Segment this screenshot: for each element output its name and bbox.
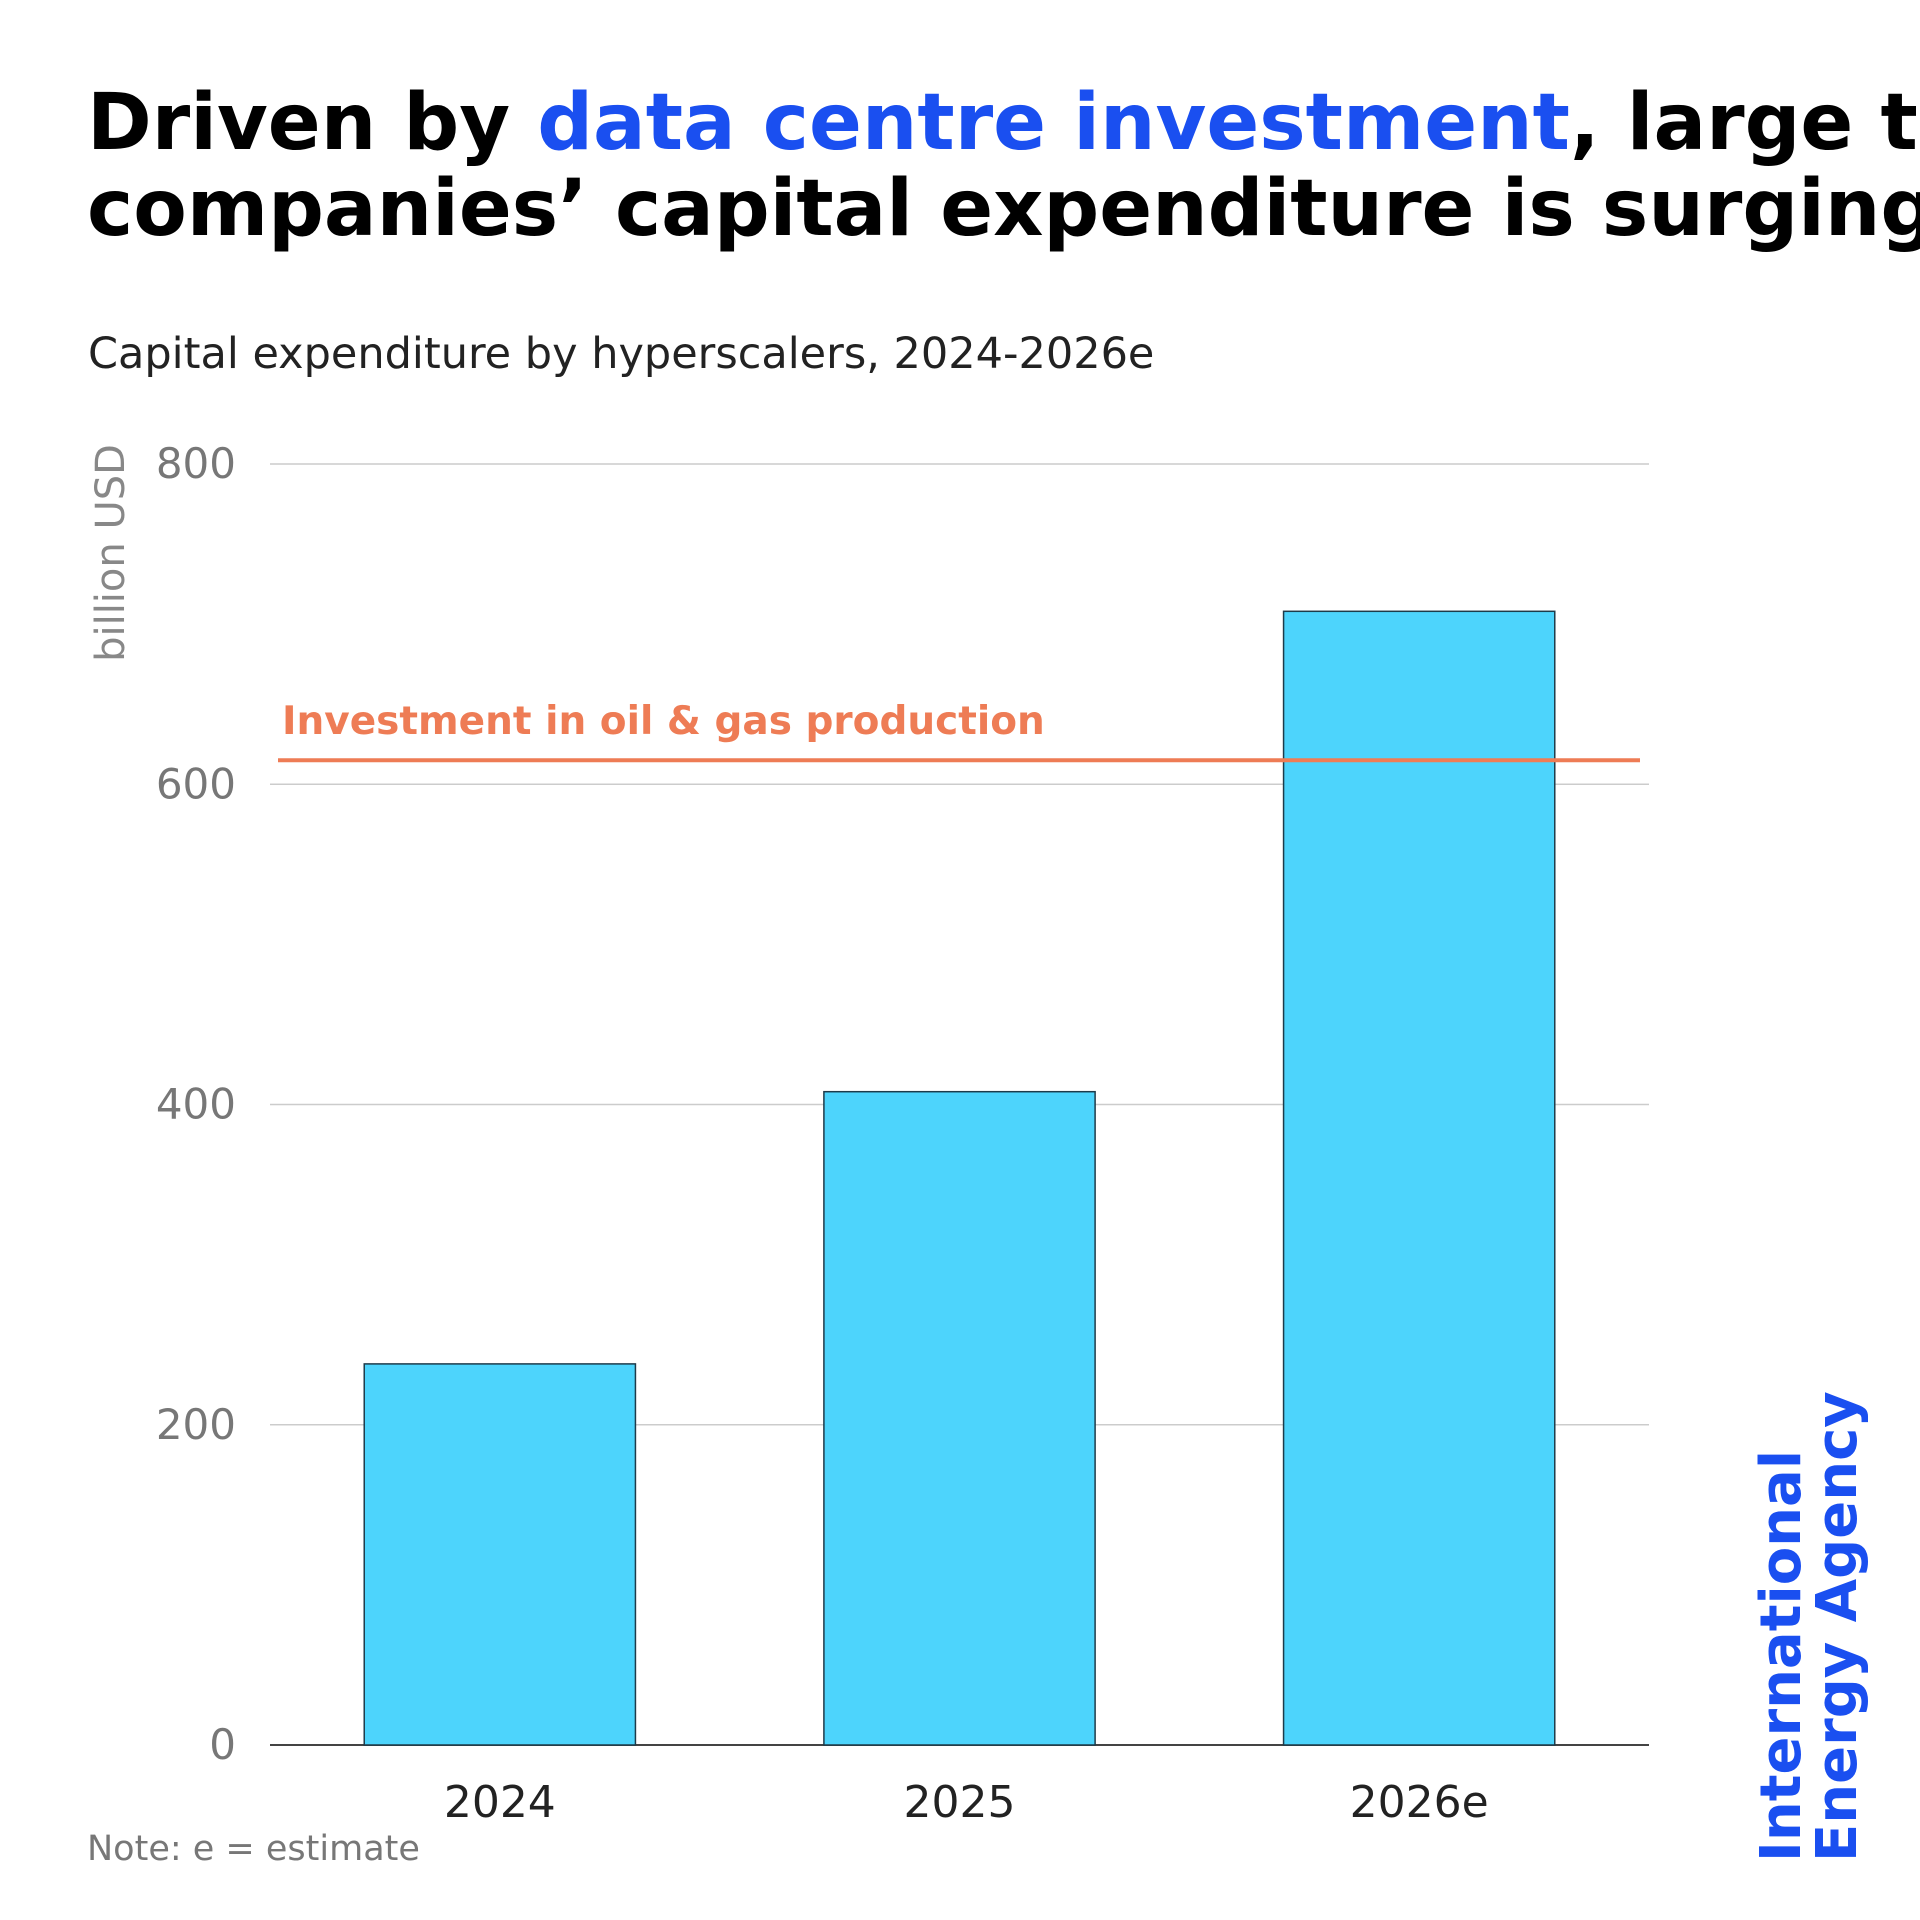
x-tick-label: 2026e [1350, 1777, 1489, 1828]
reference-label: Investment in oil & gas production [282, 699, 1045, 744]
subtitle: Capital expenditure by hyperscalers, 202… [88, 329, 1154, 379]
x-tick-label: 2024 [444, 1777, 556, 1828]
bar [1282, 610, 1556, 1746]
title-part: Driven by [87, 78, 537, 168]
y-tick-label: 400 [156, 1080, 236, 1129]
note: Note: e = estimate [87, 1829, 420, 1869]
logo-text: International [1749, 1450, 1814, 1862]
y-tick-label: 0 [209, 1720, 236, 1769]
logo-text: Energy Agency [1805, 1391, 1870, 1862]
title-part: companies’ capital expenditure is surgin… [87, 164, 1920, 254]
chart-title: companies’ capital expenditure is surgin… [87, 164, 1920, 254]
bar [823, 1090, 1096, 1746]
y-tick-label: 800 [156, 439, 236, 488]
bar [363, 1363, 637, 1746]
title-part: data centre investment [537, 78, 1570, 168]
title-part: , large tech [1570, 78, 1920, 168]
chart-title: Driven by data centre investment, large … [87, 78, 1920, 168]
y-tick-label: 200 [156, 1400, 236, 1449]
y-axis-label: billion USD [88, 444, 134, 662]
y-tick-label: 600 [156, 759, 236, 808]
x-tick-label: 2025 [904, 1777, 1016, 1828]
